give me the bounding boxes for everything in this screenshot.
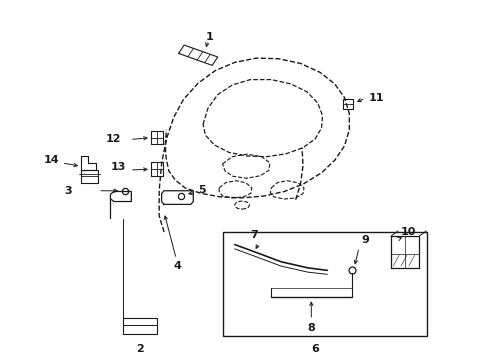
Text: 9: 9 bbox=[361, 235, 368, 245]
Text: 1: 1 bbox=[205, 32, 213, 42]
Text: 14: 14 bbox=[43, 155, 59, 165]
Text: 2: 2 bbox=[136, 344, 143, 354]
Text: 12: 12 bbox=[106, 134, 122, 144]
Text: 10: 10 bbox=[400, 227, 415, 237]
Text: 13: 13 bbox=[111, 162, 126, 172]
Text: 6: 6 bbox=[311, 344, 319, 354]
Text: 3: 3 bbox=[64, 186, 72, 196]
Text: 5: 5 bbox=[198, 185, 205, 195]
Bar bbox=[222, 232, 427, 336]
Text: 8: 8 bbox=[307, 323, 315, 333]
Text: 4: 4 bbox=[173, 261, 181, 271]
Text: 7: 7 bbox=[250, 230, 258, 240]
Text: 11: 11 bbox=[368, 93, 384, 103]
